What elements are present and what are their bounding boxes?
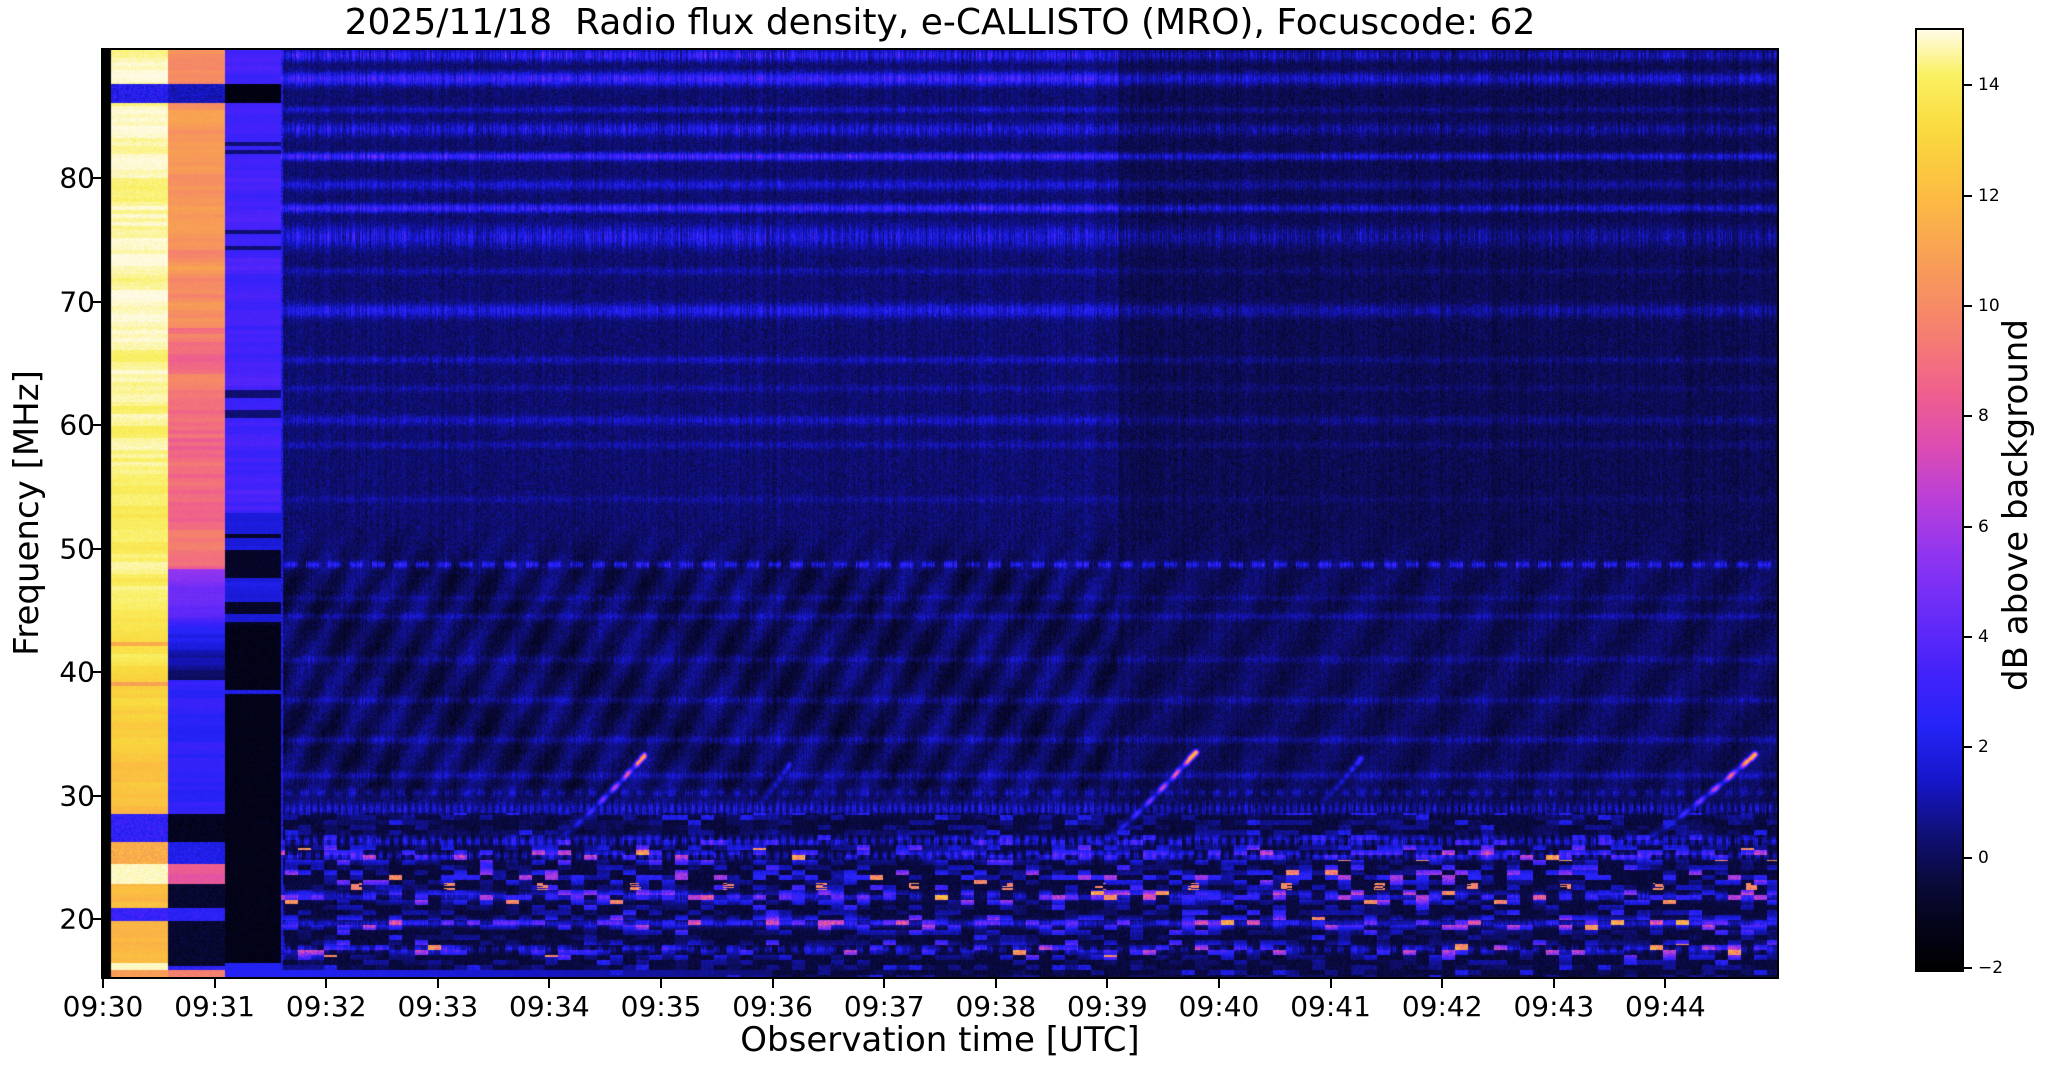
colorbar-tick-label: 14 <box>1978 75 2000 96</box>
y-tick-label: 50 <box>59 532 95 566</box>
colorbar-label: dB above background <box>1996 319 2036 691</box>
x-tick-label: 09:34 <box>509 990 590 1023</box>
colorbar-tick-label: 2 <box>1978 737 1989 758</box>
y-tick <box>92 547 103 550</box>
x-tick-label: 09:31 <box>174 990 255 1023</box>
x-tick-label: 09:40 <box>1178 990 1260 1023</box>
figure-title: 2025/11/18 Radio flux density, e-CALLIST… <box>344 2 1536 43</box>
colorbar-tick <box>1962 635 1972 638</box>
x-tick-label: 09:42 <box>1401 990 1483 1023</box>
x-tick <box>325 977 328 988</box>
x-tick-label: 09:41 <box>1290 990 1371 1023</box>
colorbar-tick <box>1962 525 1972 528</box>
x-tick <box>771 977 774 988</box>
y-tick-label: 20 <box>59 902 95 936</box>
x-tick <box>548 977 551 988</box>
x-tick <box>660 977 662 988</box>
colorbar-tick-label: 0 <box>1978 847 1989 868</box>
colorbar-tick-label: 10 <box>1978 295 2000 316</box>
x-tick-label: 09:39 <box>1067 990 1148 1023</box>
y-tick <box>92 300 103 303</box>
plot-border <box>101 48 1779 979</box>
y-tick <box>92 671 103 674</box>
y-tick <box>92 424 103 427</box>
x-tick-label: 09:33 <box>397 990 479 1023</box>
y-tick-label: 60 <box>59 408 95 442</box>
colorbar-tick <box>1962 84 1972 87</box>
x-tick-label: 09:35 <box>620 990 702 1023</box>
y-axis-label: Frequency [MHz] <box>7 370 47 656</box>
x-tick <box>1441 977 1444 988</box>
colorbar-tick-label: 8 <box>1978 406 1989 427</box>
x-tick <box>1218 977 1220 988</box>
x-axis-label: Observation time [UTC] <box>740 1020 1140 1060</box>
colorbar-tick <box>1962 304 1972 307</box>
x-tick-label: 09:37 <box>843 990 925 1023</box>
x-tick-label: 09:43 <box>1513 990 1595 1023</box>
colorbar-tick <box>1962 415 1972 418</box>
colorbar-tick-label: 4 <box>1978 626 1989 647</box>
x-tick <box>1106 977 1109 988</box>
x-tick <box>883 977 886 988</box>
colorbar-tick-label: 6 <box>1978 516 1989 537</box>
x-tick <box>1552 977 1555 988</box>
x-tick <box>1329 977 1332 988</box>
x-tick <box>1664 977 1667 988</box>
x-tick-label: 09:44 <box>1625 990 1706 1023</box>
x-tick <box>994 977 997 988</box>
y-tick <box>92 917 103 920</box>
colorbar-tick <box>1962 194 1972 197</box>
colorbar-tick-label: −2 <box>1978 958 2004 978</box>
y-tick <box>92 177 103 180</box>
y-tick-label: 70 <box>59 285 95 319</box>
x-tick <box>102 977 104 988</box>
y-tick <box>92 794 103 797</box>
x-tick-label: 09:36 <box>732 990 813 1023</box>
x-tick <box>213 977 216 988</box>
x-tick-label: 09:38 <box>955 990 1037 1023</box>
colorbar <box>1915 28 1964 972</box>
x-tick-label: 09:32 <box>285 990 367 1023</box>
spectrogram-canvas <box>103 50 1777 977</box>
x-tick-label: 09:30 <box>62 990 144 1023</box>
y-tick-label: 80 <box>59 161 95 195</box>
y-tick-label: 40 <box>59 655 95 689</box>
colorbar-gradient <box>1917 30 1962 970</box>
colorbar-tick-label: 12 <box>1978 185 2000 206</box>
colorbar-tick <box>1962 856 1972 859</box>
colorbar-tick <box>1962 746 1972 749</box>
x-tick <box>436 977 439 988</box>
colorbar-tick <box>1962 967 1972 969</box>
y-tick-label: 30 <box>59 779 95 813</box>
